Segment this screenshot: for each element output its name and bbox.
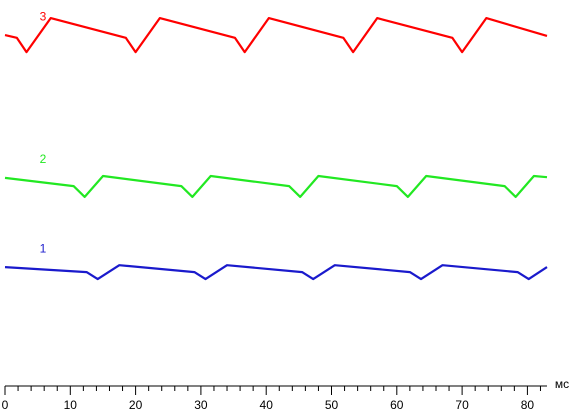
x-tick-label: 20: [129, 398, 143, 412]
x-tick-label: 80: [521, 398, 535, 412]
x-tick-label: 70: [455, 398, 469, 412]
x-tick-label: 60: [390, 398, 404, 412]
x-tick-label: 40: [260, 398, 274, 412]
trace-label: 2: [40, 152, 47, 166]
trace-label: 3: [40, 9, 47, 23]
trace-label: 1: [40, 241, 47, 255]
x-axis-label: мс: [555, 377, 569, 391]
x-tick-label: 0: [2, 398, 9, 412]
trace: [4, 264, 548, 281]
trace: [4, 17, 548, 54]
x-tick-label: 30: [194, 398, 208, 412]
x-tick-label: 50: [325, 398, 339, 412]
trace: [4, 174, 548, 198]
x-tick-label: 10: [64, 398, 78, 412]
